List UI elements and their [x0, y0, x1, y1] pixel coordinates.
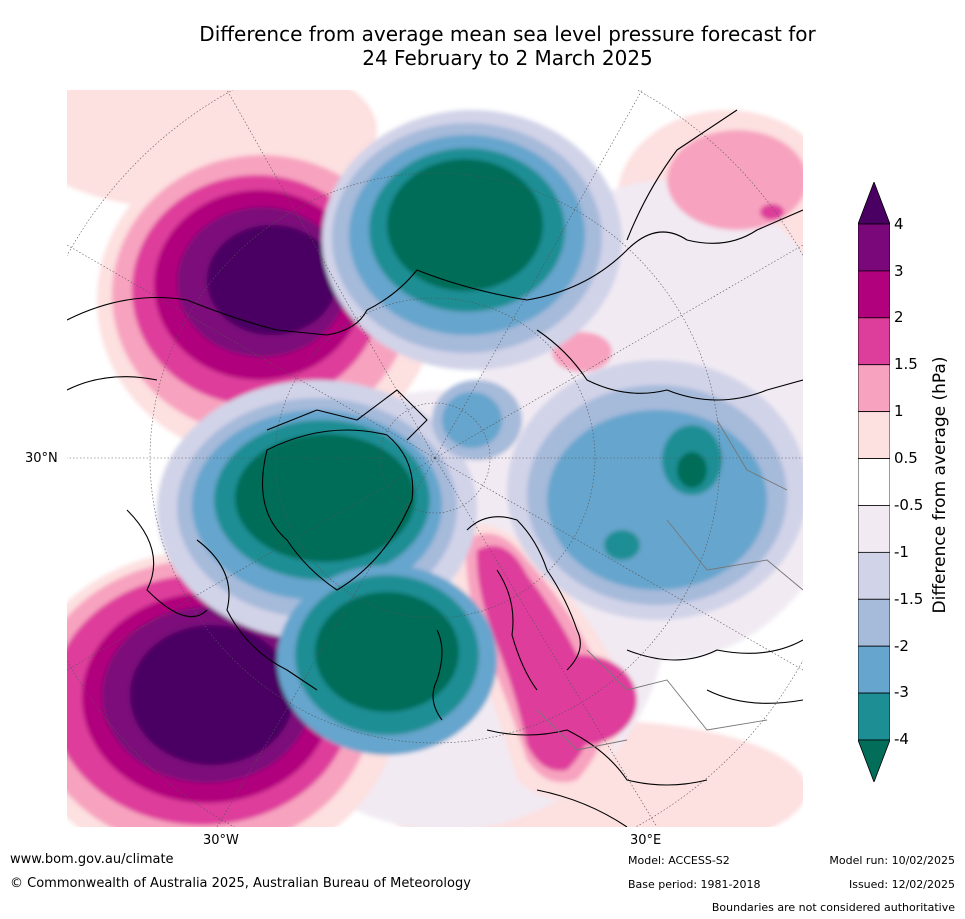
model-run-date: Model run: 10/02/2025 — [829, 854, 955, 867]
colorbar-tick: -1 — [894, 543, 909, 561]
pressure-anomaly-map — [67, 90, 803, 827]
copyright-text: © Commonwealth of Australia 2025, Austra… — [10, 876, 471, 891]
colorbar — [857, 180, 891, 784]
colorbar-tick: -3 — [894, 683, 909, 701]
colorbar-segment — [857, 270, 891, 319]
colorbar-tick: -0.5 — [894, 496, 924, 514]
issued-date: Issued: 12/02/2025 — [848, 878, 955, 891]
colorbar-segment — [857, 364, 891, 413]
lon-label-30w: 30°W — [203, 833, 239, 848]
colorbar-segment — [857, 598, 891, 647]
lon-label-30e: 30°E — [630, 833, 662, 848]
website-link[interactable]: www.bom.gov.au/climate — [10, 852, 174, 867]
colorbar-tick: -1.5 — [894, 590, 924, 608]
base-period: Base period: 1981-2018 — [628, 878, 761, 891]
colorbar-tick: 2 — [894, 308, 904, 326]
chart-title: Difference from average mean sea level p… — [140, 22, 875, 70]
colorbar-tick: -2 — [894, 637, 909, 655]
colorbar-segment — [857, 458, 891, 506]
colorbar-extend-max — [857, 180, 891, 225]
colorbar-segment — [857, 692, 891, 741]
colorbar-title: Difference from average (hPa) — [930, 356, 950, 614]
colorbar-extend-min — [857, 739, 891, 784]
model-name: Model: ACCESS-S2 — [628, 854, 730, 867]
colorbar-segment — [857, 317, 891, 366]
colorbar-segment — [857, 645, 891, 694]
colorbar-tick: 1 — [894, 402, 904, 420]
boundaries-disclaimer: Boundaries are not considered authoritat… — [711, 901, 955, 914]
colorbar-segment — [857, 505, 891, 553]
colorbar-tick: 0.5 — [894, 449, 918, 467]
lat-label-30n: 30°N — [25, 451, 58, 466]
colorbar-tick: 3 — [894, 262, 904, 280]
colorbar-segment — [857, 411, 891, 459]
colorbar-tick: 4 — [894, 215, 904, 233]
colorbar-segment — [857, 223, 891, 272]
colorbar-segment — [857, 551, 891, 600]
title-line-2: 24 February to 2 March 2025 — [362, 46, 653, 70]
colorbar-tick: -4 — [894, 730, 909, 748]
title-line-1: Difference from average mean sea level p… — [199, 22, 816, 46]
colorbar-tick: 1.5 — [894, 355, 918, 373]
